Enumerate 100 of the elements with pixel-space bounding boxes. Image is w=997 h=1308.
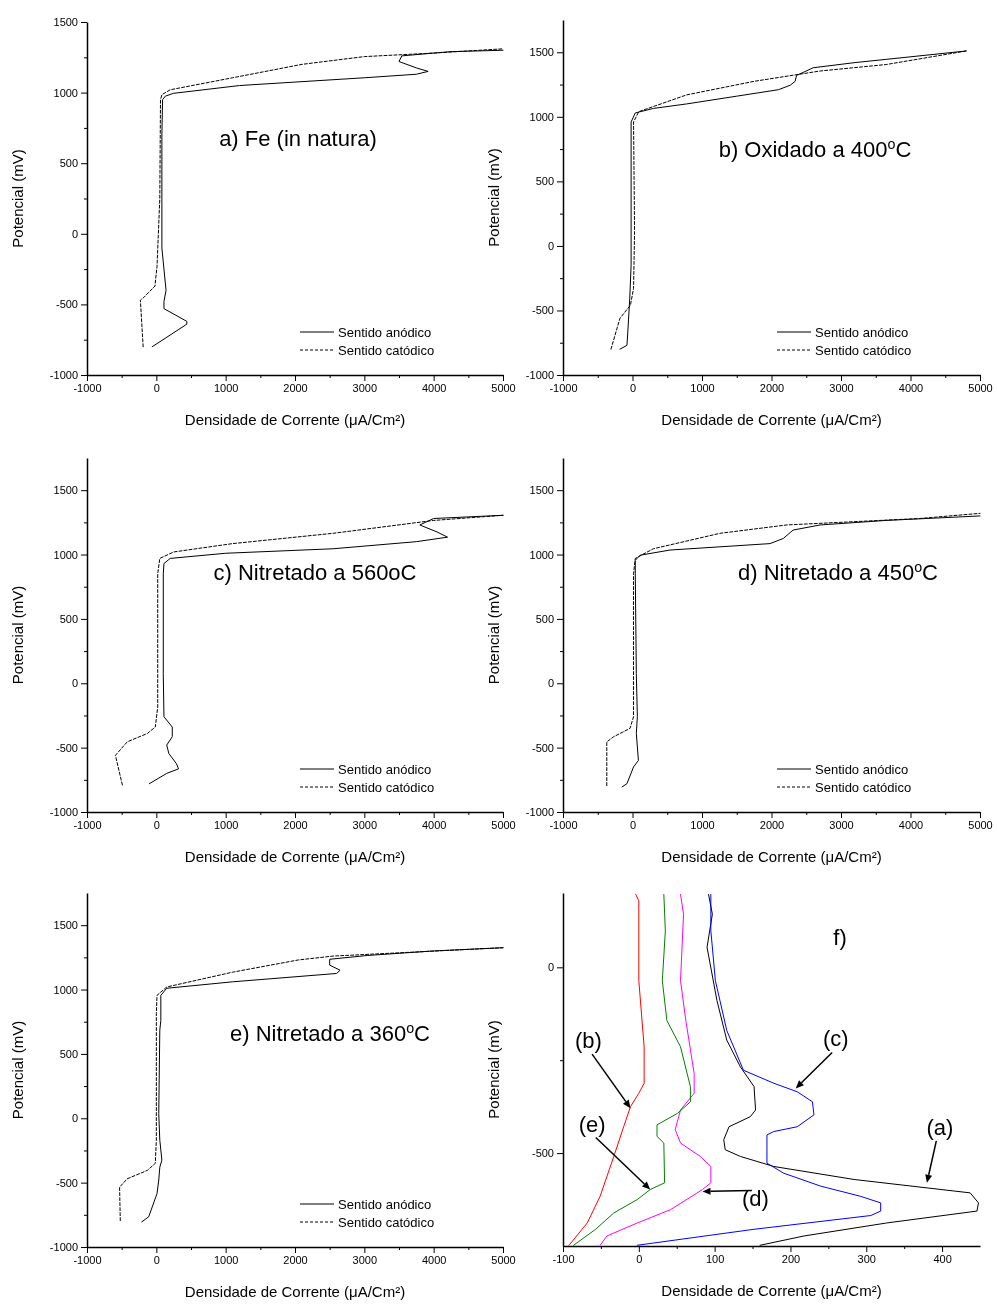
y-tick-label: 500 xyxy=(59,612,78,625)
x-tick-label: 1000 xyxy=(213,381,239,394)
x-tick-label: -100 xyxy=(552,1252,575,1265)
y-tick-label: -500 xyxy=(531,304,554,317)
y-tick-label: 0 xyxy=(547,677,554,690)
line-series xyxy=(636,893,882,1246)
text: f) xyxy=(833,925,847,950)
x-tick-label: 3000 xyxy=(352,1253,378,1266)
y-axis-title: Potencial (mV) xyxy=(9,1020,26,1120)
x-tick-label: 0 xyxy=(153,818,160,831)
annotation: (b) xyxy=(575,1028,602,1054)
y-tick-label: 1000 xyxy=(53,548,78,561)
x-tick-label: 3000 xyxy=(352,381,378,394)
y-tick-label: 1000 xyxy=(53,86,78,99)
legend-label: Sentido anódico xyxy=(338,761,432,777)
y-tick-label: 0 xyxy=(71,677,78,690)
y-tick-label: -500 xyxy=(531,741,554,754)
legend-label: Sentido catódico xyxy=(338,1214,435,1230)
legend-label: Sentido catódico xyxy=(338,779,435,795)
x-axis-title: Densidade de Corrente (μA/Cm²) xyxy=(184,848,406,865)
y-tick-label: 1000 xyxy=(53,983,78,996)
y-tick-label: -1000 xyxy=(49,1241,78,1254)
y-tick-label: 1000 xyxy=(529,548,554,561)
y-tick-label: -1000 xyxy=(525,369,554,382)
x-tick-label: 2000 xyxy=(759,381,785,394)
x-axis-title: Densidade de Corrente (μA/Cm²) xyxy=(184,1283,406,1300)
x-tick-label: 1000 xyxy=(690,381,715,394)
text: b) Oxidado a 400$^{o}$C xyxy=(718,136,912,162)
text: c) Nitretado a 560oC xyxy=(213,560,417,585)
x-tick-label: 400 xyxy=(933,1252,952,1265)
y-axis-title: Potencial (mV) xyxy=(485,1020,502,1119)
y-axis-title: Potencial (mV) xyxy=(9,149,26,248)
annotation: (a) xyxy=(926,1114,954,1140)
y-tick-label: 0 xyxy=(547,239,554,252)
y-tick-label: -500 xyxy=(55,741,78,754)
x-tick-label: 5000 xyxy=(491,818,516,831)
y-tick-label: -500 xyxy=(55,298,78,311)
x-tick-label: 0 xyxy=(629,381,637,394)
legend-label: Sentido catódico xyxy=(815,342,912,358)
x-tick-label: 2000 xyxy=(283,818,308,831)
x-tick-label: 4000 xyxy=(898,818,924,831)
y-tick-label: 500 xyxy=(535,175,554,188)
y-tick-label: -1000 xyxy=(525,806,554,819)
x-tick-label: 0 xyxy=(636,1252,643,1265)
x-tick-label: 100 xyxy=(705,1252,725,1265)
x-tick-label: 5000 xyxy=(968,381,993,394)
y-tick-label: -500 xyxy=(55,1176,78,1189)
y-tick-label: -1000 xyxy=(49,806,78,819)
x-tick-label: 4000 xyxy=(421,818,447,831)
x-tick-label: 3000 xyxy=(352,818,378,831)
text: e) Nitretado a 360$^{o}$C xyxy=(230,1020,431,1046)
legend-label: Sentido catódico xyxy=(338,342,435,358)
x-tick-label: 1000 xyxy=(690,818,715,831)
legend-label: Sentido anódico xyxy=(338,324,432,340)
line-series xyxy=(568,893,645,1246)
x-tick-label: 4000 xyxy=(898,381,924,394)
y-tick-label: 1500 xyxy=(529,484,554,497)
x-tick-label: 5000 xyxy=(968,818,993,831)
annotation: (e) xyxy=(578,1111,606,1137)
x-axis-title: Densidade de Corrente (μA/Cm²) xyxy=(661,1282,882,1299)
x-tick-label: 5000 xyxy=(491,1253,516,1266)
x-axis-title: Densidade de Corrente (μA/Cm²) xyxy=(661,411,882,428)
x-tick-label: 200 xyxy=(781,1252,801,1265)
x-tick-label: 0 xyxy=(629,818,637,831)
y-tick-label: 500 xyxy=(59,1047,78,1060)
y-tick-label: 1500 xyxy=(529,46,554,59)
x-tick-label: 1000 xyxy=(213,1253,239,1266)
legend-label: Sentido anódico xyxy=(815,761,909,777)
y-tick-label: -500 xyxy=(531,1147,554,1160)
x-axis-title: Densidade de Corrente (μA/Cm²) xyxy=(184,411,406,428)
y-tick-label: 1500 xyxy=(53,484,78,497)
x-tick-label: 2000 xyxy=(283,1253,308,1266)
y-tick-label: 1500 xyxy=(53,16,78,29)
text: d) Nitretado a 450$^{o}$C xyxy=(738,559,939,585)
legend-label: Sentido anódico xyxy=(338,1196,432,1212)
annotation: (c) xyxy=(822,1026,849,1052)
legend-label: Sentido anódico xyxy=(815,324,909,340)
x-axis-title: Densidade de Corrente (μA/Cm²) xyxy=(661,848,882,865)
x-tick-label: 5000 xyxy=(491,381,516,394)
x-tick-label: 3000 xyxy=(829,381,854,394)
y-axis-title: Potencial (mV) xyxy=(485,585,502,685)
y-tick-label: 1000 xyxy=(529,110,554,123)
y-tick-label: 1500 xyxy=(53,919,78,932)
y-tick-label: 0 xyxy=(71,1112,78,1125)
x-tick-label: 1000 xyxy=(213,818,239,831)
x-tick-label: 2000 xyxy=(283,381,308,394)
line-series xyxy=(573,893,691,1246)
y-axis-title: Potencial (mV) xyxy=(9,585,26,685)
x-tick-label: 0 xyxy=(153,381,160,394)
annotation: (d) xyxy=(742,1186,769,1212)
y-tick-label: 500 xyxy=(59,157,78,170)
y-axis-title: Potencial (mV) xyxy=(485,148,502,247)
x-tick-label: 4000 xyxy=(421,1253,447,1266)
x-tick-label: 4000 xyxy=(421,381,447,394)
y-tick-label: 500 xyxy=(535,612,554,625)
y-tick-label: 0 xyxy=(547,961,554,974)
x-tick-label: 3000 xyxy=(829,818,854,831)
y-tick-label: -1000 xyxy=(49,369,78,382)
x-tick-label: 300 xyxy=(857,1252,876,1265)
x-tick-label: 2000 xyxy=(759,818,785,831)
